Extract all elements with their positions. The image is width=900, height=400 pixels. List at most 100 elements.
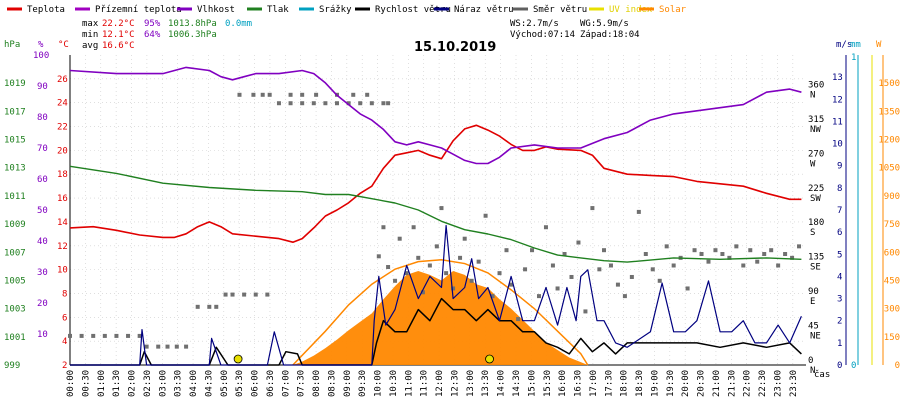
stat-min-hum: 64% (144, 30, 161, 40)
wind-dir-compass-label: N (810, 90, 815, 100)
wind-direction-point (769, 248, 774, 253)
w-tick-label: 1500 (878, 79, 900, 89)
wind-direction-point (165, 344, 170, 349)
wind-direction-point (543, 225, 548, 230)
ms-tick-label: 13 (832, 73, 843, 83)
legend-label: Solar (659, 5, 687, 15)
stat-max-temp: 22.2°C (102, 19, 135, 29)
w-tick-label: 1350 (878, 107, 900, 117)
x-tick-label: 15:00 (527, 370, 537, 397)
wind-direction-point (783, 252, 788, 257)
stat-min-press: 1006.3hPa (168, 30, 217, 40)
hpa-tick-label: 999 (4, 361, 20, 371)
legend-label: Vlhkost (197, 5, 235, 15)
hpa-tick-label: 1005 (4, 276, 26, 286)
pct-tick-label: 30 (37, 268, 48, 278)
mm-tick-label: 1 (851, 53, 856, 63)
wind-direction-point (381, 101, 386, 106)
wind-direction-point (276, 101, 281, 106)
x-tick-label: 08:30 (327, 370, 337, 397)
x-tick-label: 21:30 (727, 370, 737, 397)
wind-direction-point (699, 252, 704, 257)
wind-dir-tick-label: 90 (808, 287, 819, 297)
x-tick-label: 03:30 (174, 370, 184, 397)
wind-direction-point (411, 225, 416, 230)
wind-dir-compass-label: S (810, 228, 815, 238)
wind-direction-point (727, 255, 732, 260)
x-tick-label: 22:00 (743, 370, 753, 397)
series-solar-area (292, 271, 588, 365)
w-tick-label: 1050 (878, 164, 900, 174)
legend-label: Tlak (267, 5, 289, 15)
wind-direction-point (174, 344, 179, 349)
wind-dir-compass-label: W (810, 159, 816, 169)
sun-marker (233, 354, 243, 364)
wind-direction-point (404, 271, 409, 276)
wind-dir-compass-label: NW (810, 125, 821, 135)
wind-direction-point (629, 274, 634, 279)
x-tick-label: 18:30 (635, 370, 645, 397)
x-tick-label: 11:00 (404, 370, 414, 397)
w-tick-label: 300 (884, 305, 900, 315)
wind-direction-point (776, 263, 781, 268)
wind-direction-point (251, 92, 256, 97)
wind-direction-point (602, 248, 607, 253)
ms-tick-label: 9 (837, 162, 842, 172)
wind-direction-point (335, 101, 340, 106)
wind-direction-point (288, 101, 293, 106)
stat-avg-label: avg (82, 41, 98, 51)
temp-tick-label: 8 (62, 289, 67, 299)
legend-label: Srážky (319, 5, 352, 15)
w-tick-label: 450 (884, 276, 900, 286)
stat-max-hum: 95% (144, 19, 161, 29)
ms-tick-label: 4 (837, 272, 842, 282)
wind-direction-point (741, 263, 746, 268)
wind-direction-point (242, 292, 247, 297)
wind-direction-point (762, 252, 767, 257)
sun-marker (485, 354, 494, 364)
legend-label: Teplota (27, 5, 65, 15)
x-tick-label: 16:30 (574, 370, 584, 397)
temp-tick-label: 2 (62, 361, 67, 371)
x-tick-label: 05:00 (220, 370, 230, 397)
wind-direction-point (386, 265, 391, 270)
x-tick-label: 08:00 (312, 370, 322, 397)
hpa-unit: hPa (4, 40, 20, 50)
series-line-2 (69, 165, 802, 263)
hpa-tick-label: 1015 (4, 136, 26, 146)
wind-direction-point (288, 92, 293, 97)
ms-tick-label: 12 (832, 95, 843, 105)
x-tick-label: 06:30 (266, 370, 276, 397)
wind-direction-point (797, 244, 802, 249)
ms-tick-label: 6 (837, 228, 842, 238)
hpa-tick-label: 1003 (4, 305, 26, 315)
x-tick-label: 23:00 (773, 370, 783, 397)
pct-tick-label: 70 (37, 144, 48, 154)
wind-dir-tick-label: 0 (808, 356, 813, 366)
x-tick-label: 00:30 (81, 370, 91, 397)
temp-tick-label: 20 (57, 146, 68, 156)
pct-tick-label: 100 (33, 51, 49, 61)
wind-dir-tick-label: 360 (808, 80, 824, 90)
pct-tick-label: 40 (37, 237, 48, 247)
ms-tick-label: 11 (832, 117, 843, 127)
x-tick-label: 03:00 (158, 370, 168, 397)
hpa-tick-label: 1017 (4, 107, 26, 117)
temp-tick-label: 24 (57, 99, 68, 109)
wind-direction-point (790, 255, 795, 260)
wind-direction-point (615, 282, 620, 287)
plot-area (68, 66, 802, 366)
wind-direction-point (685, 286, 690, 291)
w-tick-label: 750 (884, 220, 900, 230)
wind-direction-point (195, 304, 200, 309)
mm-tick-label: 0 (851, 361, 856, 371)
series-line-1 (69, 66, 802, 165)
x-tick-label: 00:00 (66, 370, 76, 397)
legend-label: UV index (609, 5, 653, 15)
pct-tick-label: 60 (37, 175, 48, 185)
wind-direction-point (555, 286, 560, 291)
wind-direction-point (439, 206, 444, 211)
wind-direction-point (207, 304, 212, 309)
wind-direction-point (253, 292, 258, 297)
wind-direction-point (671, 263, 676, 268)
